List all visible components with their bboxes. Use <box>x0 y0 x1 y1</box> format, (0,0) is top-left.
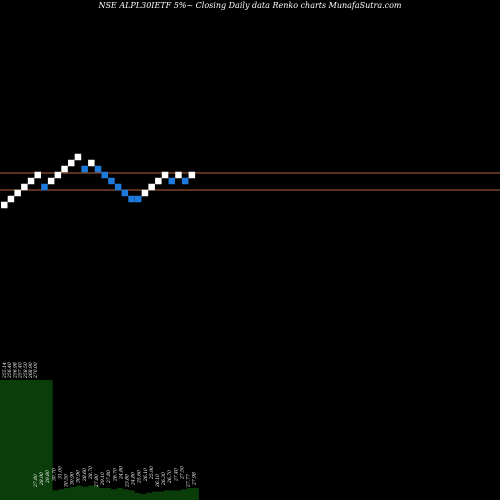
volume-label: 27.80 <box>33 474 39 488</box>
title-part: Daily <box>228 1 250 10</box>
volume-label: 255.14 <box>2 362 8 379</box>
up-brick <box>14 189 21 197</box>
level-lines <box>0 172 500 191</box>
volume-label: 28.70 <box>88 466 94 480</box>
up-brick <box>1 201 8 209</box>
up-brick <box>54 171 62 179</box>
up-brick <box>68 159 75 167</box>
title-part: MunafaSutra.com <box>328 1 402 10</box>
down-brick <box>41 183 48 191</box>
up-brick <box>161 171 169 179</box>
volume-label: 30.50 <box>64 474 70 487</box>
volume-label: 256.40 <box>7 362 13 379</box>
volume-label: 30.90 <box>70 472 76 485</box>
volume-label: 29.10 <box>100 472 106 486</box>
volume-label: 27.50 <box>179 466 185 480</box>
down-brick <box>101 171 108 179</box>
volume-label: 257.40 <box>18 362 24 379</box>
volume-label: 27.80 <box>106 470 112 484</box>
up-brick <box>74 153 82 161</box>
up-brick <box>7 195 15 203</box>
volume-label: 24.80 <box>118 466 124 480</box>
volume-label: 27.40 <box>173 468 179 482</box>
volume-label: 25.90 <box>149 466 155 480</box>
volume-label: 270.00 <box>33 362 39 379</box>
renko-bricks <box>1 153 196 209</box>
title-part: charts <box>300 1 327 10</box>
volume-label: 25.60 <box>137 470 143 484</box>
down-brick <box>181 177 189 185</box>
down-brick <box>108 177 115 185</box>
volume-label: 258.50 <box>23 362 29 379</box>
volume-label: 27.80 <box>94 474 100 488</box>
title-part: NSE ALPL30IETF 5%~ <box>98 1 194 10</box>
down-brick <box>135 195 142 203</box>
volume-label: 27.77 <box>186 474 192 488</box>
volume-bars <box>0 380 199 500</box>
volume-label: 26.10 <box>155 474 161 488</box>
volume-label: 30.70 <box>51 468 57 481</box>
volume-label: 23.80 <box>125 474 131 488</box>
volume-label: 28.90 <box>39 472 45 486</box>
up-brick <box>27 177 35 185</box>
title-part: Closing <box>195 1 227 10</box>
volume-label: 24.80 <box>131 472 137 486</box>
down-brick <box>94 165 102 173</box>
down-brick <box>81 165 88 173</box>
volume-label: 27.98 <box>192 472 198 486</box>
down-brick <box>114 183 122 191</box>
volume-label: 26.10 <box>143 468 149 482</box>
title-part: data <box>252 1 270 10</box>
volume-label: 26.70 <box>112 468 118 482</box>
volume-label: 256.98 <box>12 362 18 379</box>
down-brick <box>128 195 135 203</box>
volume-label: 28.60 <box>82 468 88 482</box>
volume-area <box>0 380 199 500</box>
up-brick <box>175 171 182 179</box>
volume-label: 31.00 <box>57 466 63 479</box>
up-brick <box>61 165 68 173</box>
down-brick <box>121 189 129 197</box>
down-brick <box>168 177 175 185</box>
chart-title: NSE ALPL30IETF 5%~ Closing Daily data Re… <box>0 0 500 12</box>
up-brick <box>47 177 55 185</box>
title-part: Renko <box>272 1 299 10</box>
up-brick <box>21 183 28 191</box>
volume-label: 26.70 <box>167 470 173 484</box>
up-brick <box>188 171 196 179</box>
up-brick <box>148 183 155 191</box>
volume-label: 268.90 <box>28 362 34 379</box>
volume-label: 29.80 <box>45 470 51 484</box>
up-brick <box>88 159 95 167</box>
up-brick <box>155 177 162 185</box>
up-brick <box>141 189 149 197</box>
volume-label: 26.30 <box>161 472 167 486</box>
up-brick <box>34 171 41 179</box>
volume-label: 30.90 <box>76 470 82 483</box>
volume-labels: 255.14 256.40 256.98 257.40 258.50 268.90 270.… <box>2 362 198 488</box>
